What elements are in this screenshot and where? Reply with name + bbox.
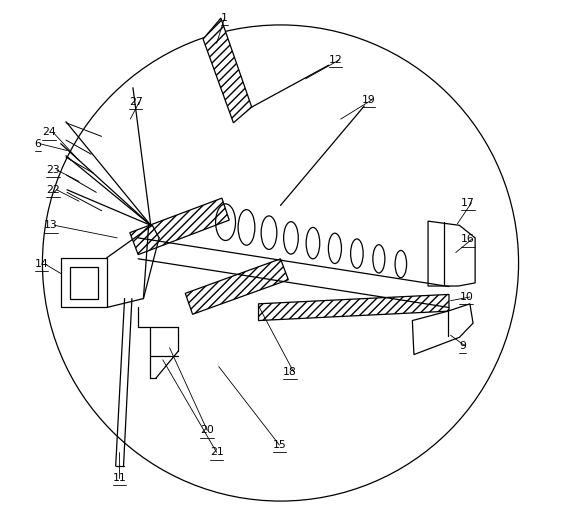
Text: 20: 20	[200, 426, 214, 436]
Text: 24: 24	[43, 127, 56, 137]
Text: 15: 15	[273, 440, 286, 450]
Text: 19: 19	[362, 95, 375, 105]
Text: 23: 23	[46, 165, 60, 175]
Text: 12: 12	[329, 55, 342, 65]
Text: 9: 9	[459, 341, 466, 351]
Text: 11: 11	[112, 472, 126, 482]
Text: 16: 16	[461, 235, 475, 245]
Text: 17: 17	[461, 198, 475, 208]
Polygon shape	[61, 258, 107, 308]
Text: 18: 18	[283, 367, 297, 377]
Text: 13: 13	[44, 220, 58, 230]
Polygon shape	[428, 221, 475, 286]
Polygon shape	[259, 295, 449, 320]
Text: 27: 27	[129, 97, 142, 107]
Text: 14: 14	[35, 259, 48, 269]
Polygon shape	[203, 18, 252, 123]
Text: 1: 1	[221, 13, 228, 23]
Text: 22: 22	[46, 185, 60, 195]
Polygon shape	[130, 198, 229, 255]
Polygon shape	[185, 259, 288, 314]
Polygon shape	[412, 304, 473, 355]
Text: 10: 10	[459, 292, 473, 302]
Polygon shape	[70, 267, 98, 299]
Text: 21: 21	[210, 448, 223, 458]
Text: 6: 6	[35, 139, 42, 149]
